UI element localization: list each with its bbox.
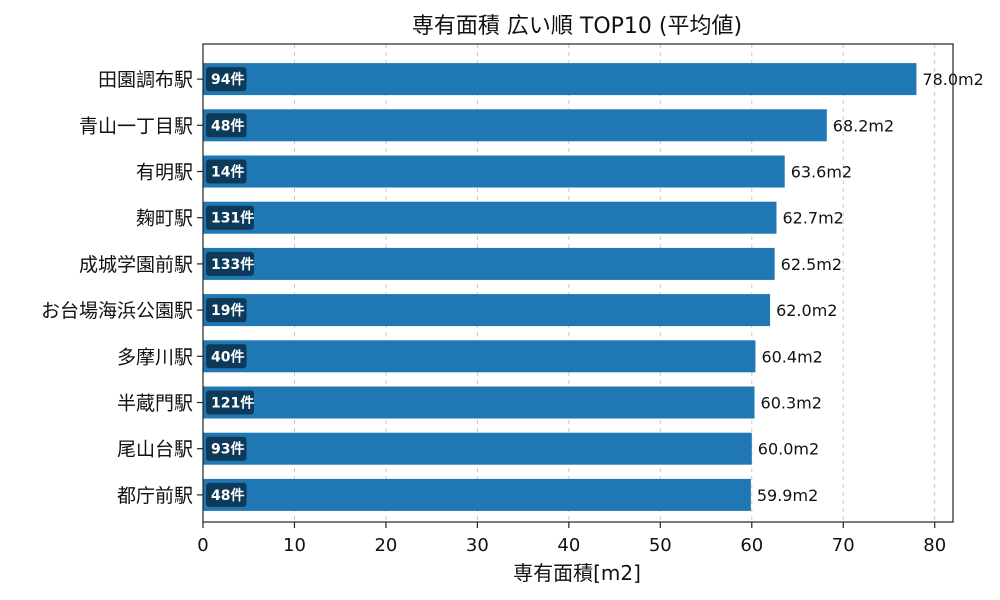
x-tick-label: 30 [466,535,489,556]
y-tick-label: 成城学園前駅 [79,254,193,276]
bar [203,340,756,373]
value-label: 60.0m2 [758,440,819,459]
count-label: 48件 [211,117,244,134]
bar [203,247,775,280]
value-label: 60.4m2 [761,347,822,366]
count-label: 121件 [211,395,254,412]
value-label: 59.9m2 [757,486,818,505]
count-label: 93件 [211,441,244,458]
bar [203,109,827,142]
count-badge [206,482,247,507]
value-label: 62.0m2 [776,301,837,320]
count-label: 14件 [211,164,244,181]
x-tick-label: 40 [557,535,580,556]
count-label: 40件 [211,348,244,365]
value-label: 63.6m2 [791,163,852,182]
y-tick-label: 有明駅 [136,162,193,184]
x-tick-label: 80 [923,535,946,556]
y-tick-label: お台場海浜公園駅 [41,300,193,322]
count-badge [206,436,247,461]
y-axis: 田園調布駅青山一丁目駅有明駅麹町駅成城学園前駅お台場海浜公園駅多摩川駅半蔵門駅尾… [41,69,203,507]
y-tick-label: 麹町駅 [136,208,193,230]
value-label: 62.7m2 [782,209,843,228]
count-badge [206,251,254,276]
x-tick-label: 70 [832,535,855,556]
bar [203,201,777,234]
count-badge [206,67,247,92]
bar [203,294,771,327]
y-tick-label: 多摩川駅 [117,346,193,368]
bar [203,478,751,511]
count-label: 19件 [211,302,244,319]
value-label: 62.5m2 [781,255,842,274]
count-badge [206,113,247,138]
count-badge [206,344,247,369]
chart-title: 専有面積 広い順 TOP10 (平均値) [412,14,742,39]
count-badge [206,298,247,323]
count-badge [206,159,247,184]
count-label: 133件 [211,256,254,273]
count-badge [206,390,254,415]
x-tick-label: 20 [374,535,397,556]
plot-frame [202,43,954,523]
y-tick-label: 尾山台駅 [117,439,193,461]
bar [203,386,755,419]
y-tick-label: 半蔵門駅 [117,393,193,415]
y-tick-label: 青山一丁目駅 [79,115,193,137]
count-badge [206,205,254,230]
value-label: 68.2m2 [833,116,894,135]
bar [203,155,785,188]
y-tick-label: 都庁前駅 [117,485,193,507]
x-tick-label: 60 [740,535,763,556]
x-axis: 0 10 20 30 40 50 60 70 80 [197,522,946,556]
bar [203,63,917,96]
x-tick-label: 10 [283,535,306,556]
value-label: 60.3m2 [761,394,822,413]
x-axis-label: 専有面積[m2] [513,561,641,585]
bar [203,432,752,465]
x-tick-label: 50 [649,535,672,556]
x-tick-label: 0 [197,535,208,556]
count-label: 131件 [211,210,254,227]
count-label: 94件 [211,71,244,88]
y-tick-label: 田園調布駅 [98,69,193,91]
count-label: 48件 [211,487,244,504]
